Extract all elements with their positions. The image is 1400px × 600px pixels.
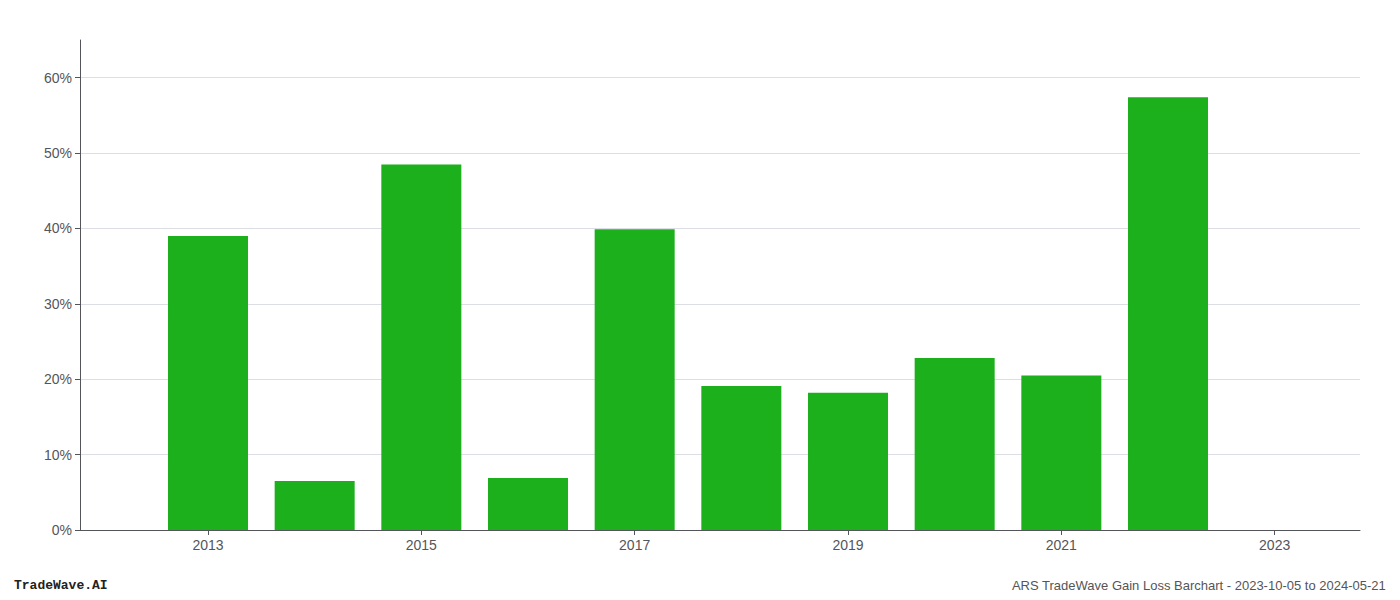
svg-text:50%: 50% xyxy=(44,145,72,161)
svg-text:40%: 40% xyxy=(44,220,72,236)
svg-text:2021: 2021 xyxy=(1046,537,1077,553)
svg-text:2017: 2017 xyxy=(619,537,650,553)
svg-text:TradeWave.AI: TradeWave.AI xyxy=(14,578,108,593)
svg-text:2023: 2023 xyxy=(1259,537,1290,553)
svg-text:30%: 30% xyxy=(44,296,72,312)
svg-text:ARS TradeWave Gain Loss Barcha: ARS TradeWave Gain Loss Barchart - 2023-… xyxy=(1012,578,1386,593)
svg-text:60%: 60% xyxy=(44,70,72,86)
svg-text:2013: 2013 xyxy=(192,537,223,553)
svg-text:2015: 2015 xyxy=(406,537,437,553)
svg-text:10%: 10% xyxy=(44,447,72,463)
svg-text:0%: 0% xyxy=(52,522,72,538)
svg-text:2019: 2019 xyxy=(832,537,863,553)
svg-text:20%: 20% xyxy=(44,371,72,387)
